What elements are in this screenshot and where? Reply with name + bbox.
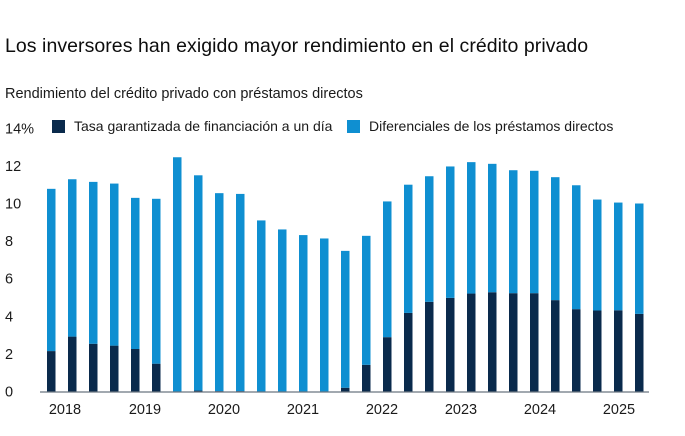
bar-segment-spread — [341, 250, 350, 388]
bar-segment-sofr — [236, 391, 245, 392]
legend-swatch-sofr — [52, 119, 65, 133]
bar-segment-spread — [593, 199, 602, 311]
bar-segment-sofr — [68, 336, 77, 392]
x-tick-label: 2021 — [287, 402, 319, 418]
bar-segment-sofr — [110, 345, 119, 392]
x-tick-label: 2019 — [129, 402, 161, 418]
y-tick-label: 0 — [5, 385, 13, 401]
bar-segment-sofr — [551, 300, 560, 392]
bar-segment-spread — [467, 162, 476, 294]
bar-segment-sofr — [341, 387, 350, 392]
y-tick-label: 12 — [5, 159, 21, 175]
bar-segment-sofr — [509, 293, 518, 392]
bar-segment-spread — [530, 170, 539, 294]
bar-segment-sofr — [215, 391, 224, 392]
x-tick-label: 2018 — [49, 402, 81, 418]
bar-segment-spread — [173, 157, 182, 392]
y-tick-label: 8 — [5, 234, 13, 250]
bar-segment-sofr — [47, 351, 56, 392]
bar-segment-sofr — [152, 363, 161, 392]
bar-segment-spread — [635, 203, 644, 314]
bar-segment-spread — [509, 170, 518, 294]
legend-label-spreads: Diferenciales de los préstamos directos — [369, 118, 614, 134]
bar-segment-spread — [446, 166, 455, 298]
bar-segment-spread — [194, 175, 203, 391]
bar-segment-sofr — [362, 364, 371, 392]
legend-item-spreads: Diferenciales de los préstamos directos — [347, 118, 613, 134]
x-tick-label: 2025 — [603, 402, 635, 418]
bar-segment-sofr — [572, 309, 581, 392]
bar-segment-sofr — [488, 292, 497, 392]
bar-segment-spread — [404, 184, 413, 313]
legend-label-sofr: Tasa garantizada de financiación a un dí… — [74, 118, 333, 134]
bar-segment-sofr — [614, 310, 623, 392]
bar-segment-spread — [362, 235, 371, 365]
x-tick-label: 2023 — [445, 402, 477, 418]
bar-segment-sofr — [530, 293, 539, 392]
bar-segment-spread — [152, 198, 161, 364]
bar-segment-spread — [614, 202, 623, 311]
legend: Tasa garantizada de financiación a un dí… — [0, 118, 685, 138]
bar-segment-sofr — [446, 297, 455, 392]
bar-segment-spread — [278, 229, 287, 392]
legend-swatch-spreads — [347, 119, 360, 133]
chart-subtitle: Rendimiento del crédito privado con prés… — [5, 86, 363, 102]
y-tick-label: 2 — [5, 347, 13, 363]
chart-title: Los inversores han exigido mayor rendimi… — [5, 35, 589, 57]
y-tick-label: 10 — [5, 197, 21, 213]
bar-segment-spread — [299, 235, 308, 392]
bar-segment-sofr — [635, 313, 644, 392]
y-tick-label: 4 — [5, 309, 13, 325]
bar-segment-sofr — [194, 390, 203, 392]
bar-segment-sofr — [425, 301, 434, 392]
x-tick-label: 2024 — [524, 402, 556, 418]
bar-segment-spread — [68, 179, 77, 337]
bar-segment-spread — [488, 163, 497, 293]
bar-segment-spread — [89, 181, 98, 344]
x-tick-label: 2020 — [208, 402, 240, 418]
x-tick-label: 2022 — [366, 402, 398, 418]
bar-segment-sofr — [89, 343, 98, 392]
bar-segment-sofr — [404, 312, 413, 392]
bar-segment-spread — [551, 177, 560, 301]
bar-segment-spread — [110, 183, 119, 346]
bar-segment-spread — [320, 238, 329, 392]
bar-segment-sofr — [467, 293, 476, 392]
bar-segment-spread — [236, 193, 245, 392]
bar-segment-sofr — [383, 337, 392, 392]
legend-item-sofr: Tasa garantizada de financiación a un dí… — [52, 118, 332, 134]
bar-segment-spread — [131, 197, 140, 350]
bar-segment-spread — [425, 176, 434, 302]
bar-segment-spread — [215, 193, 224, 392]
bar-segment-spread — [257, 220, 266, 392]
bar-segment-sofr — [593, 310, 602, 392]
bar-segment-sofr — [131, 349, 140, 392]
bar-segment-spread — [572, 185, 581, 310]
y-tick-label: 6 — [5, 272, 13, 288]
bar-segment-spread — [383, 201, 392, 338]
bar-segment-spread — [47, 188, 56, 352]
y-tick-label: 14% — [5, 121, 34, 137]
